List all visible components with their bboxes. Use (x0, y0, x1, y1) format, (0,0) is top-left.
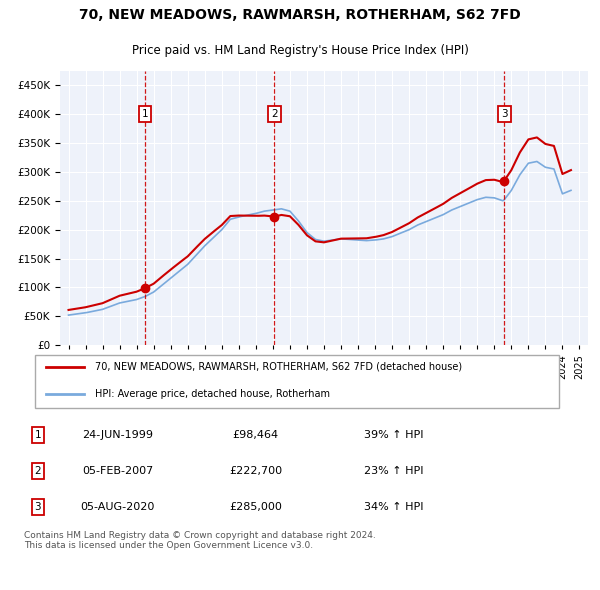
Text: Contains HM Land Registry data © Crown copyright and database right 2024.
This d: Contains HM Land Registry data © Crown c… (24, 531, 376, 550)
Text: 3: 3 (34, 502, 41, 512)
Text: 2: 2 (34, 466, 41, 476)
Text: £222,700: £222,700 (229, 466, 283, 476)
Text: 70, NEW MEADOWS, RAWMARSH, ROTHERHAM, S62 7FD: 70, NEW MEADOWS, RAWMARSH, ROTHERHAM, S6… (79, 8, 521, 22)
Text: Price paid vs. HM Land Registry's House Price Index (HPI): Price paid vs. HM Land Registry's House … (131, 44, 469, 57)
Text: 1: 1 (34, 430, 41, 440)
Text: 2: 2 (271, 109, 278, 119)
Text: 70, NEW MEADOWS, RAWMARSH, ROTHERHAM, S62 7FD (detached house): 70, NEW MEADOWS, RAWMARSH, ROTHERHAM, S6… (95, 362, 462, 372)
Text: HPI: Average price, detached house, Rotherham: HPI: Average price, detached house, Roth… (95, 389, 330, 398)
Text: £285,000: £285,000 (229, 502, 282, 512)
Text: £98,464: £98,464 (233, 430, 279, 440)
Text: 24-JUN-1999: 24-JUN-1999 (82, 430, 154, 440)
Text: 05-AUG-2020: 05-AUG-2020 (80, 502, 155, 512)
Text: 39% ↑ HPI: 39% ↑ HPI (364, 430, 424, 440)
Text: 05-FEB-2007: 05-FEB-2007 (82, 466, 154, 476)
FancyBboxPatch shape (35, 355, 559, 408)
Text: 1: 1 (142, 109, 148, 119)
Text: 34% ↑ HPI: 34% ↑ HPI (364, 502, 424, 512)
Text: 23% ↑ HPI: 23% ↑ HPI (364, 466, 424, 476)
Text: 3: 3 (501, 109, 508, 119)
